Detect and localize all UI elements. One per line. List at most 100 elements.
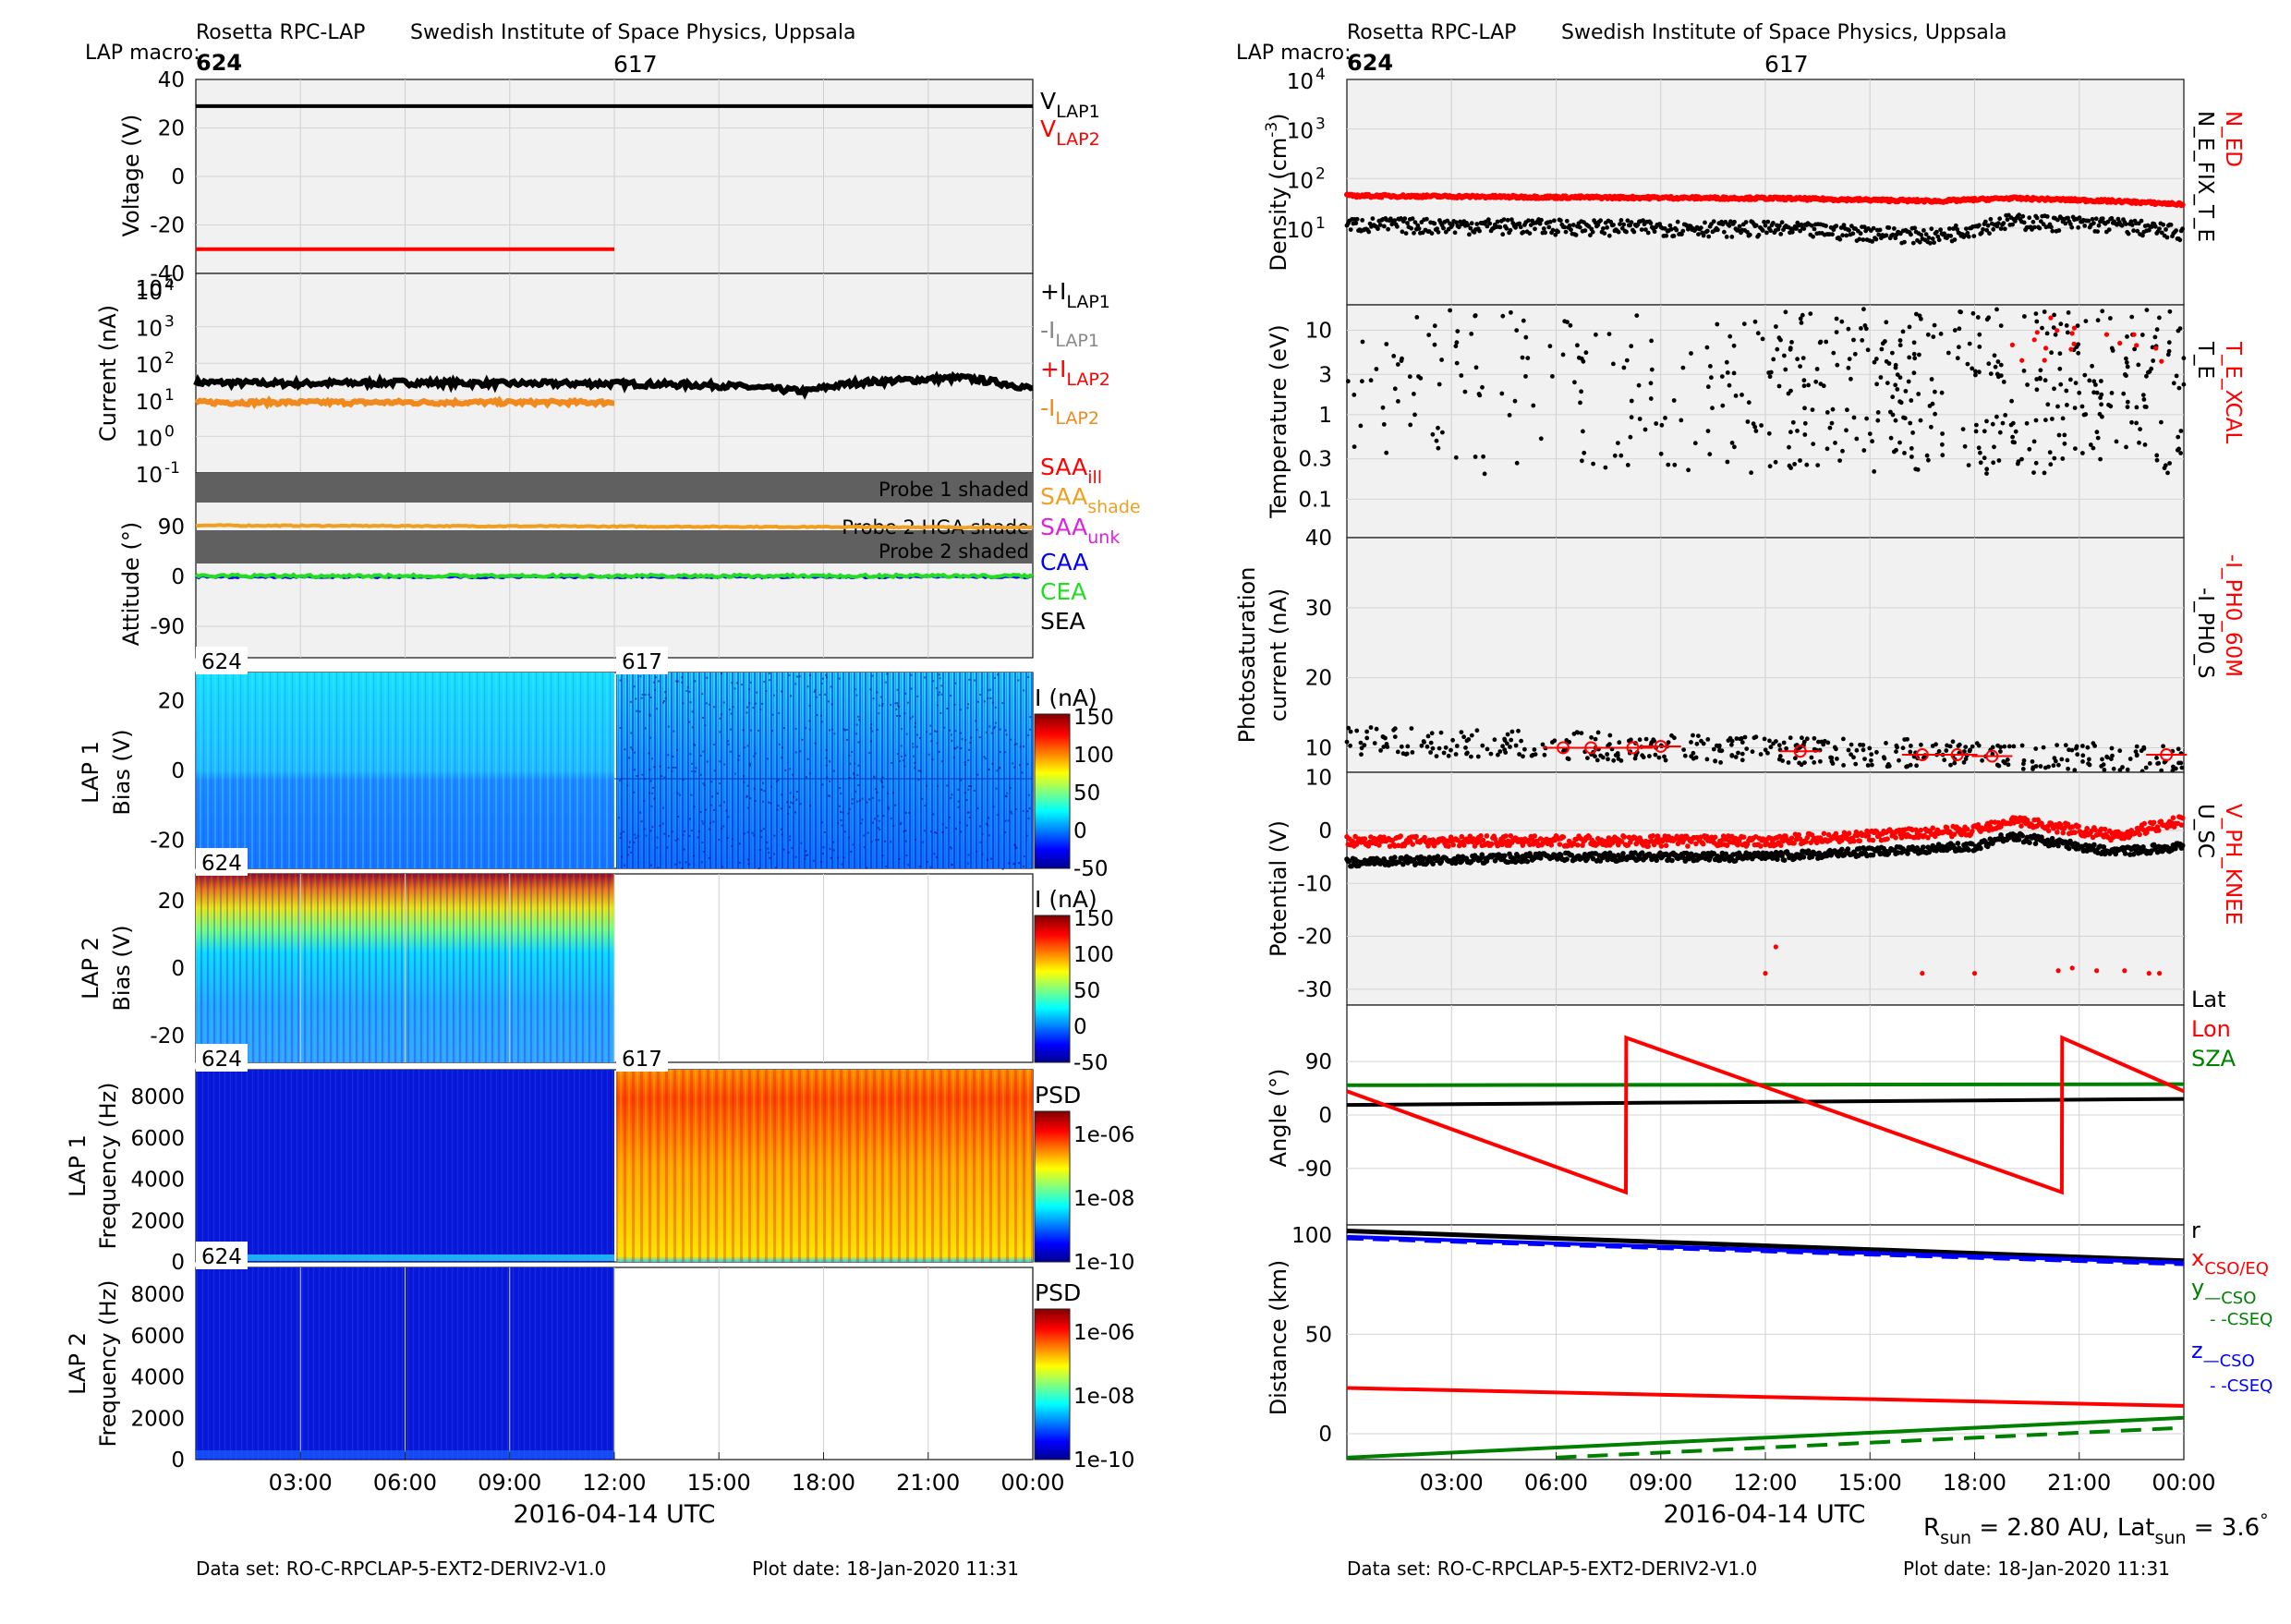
temperature-point-black bbox=[1911, 351, 1917, 357]
temperature-point-black bbox=[2080, 451, 2085, 455]
potential-point-red bbox=[1964, 826, 1970, 832]
potential-point-red bbox=[1350, 839, 1356, 844]
potential-point-black bbox=[1558, 852, 1564, 858]
lap1-bias-label: LAP 1 bbox=[78, 741, 103, 804]
density-point-black bbox=[1987, 231, 1992, 236]
speckle bbox=[822, 846, 825, 849]
photo-point-black bbox=[1606, 757, 1610, 762]
speckle bbox=[876, 791, 879, 794]
photo-point-black bbox=[1505, 732, 1510, 737]
potential-point-red bbox=[1503, 833, 1509, 839]
photo-point-black bbox=[1565, 756, 1570, 761]
speckle bbox=[819, 714, 822, 717]
lap2-bias-tick: 0 bbox=[171, 957, 185, 981]
speckle bbox=[679, 861, 681, 864]
current-tick-label: 10 bbox=[136, 277, 163, 301]
temperature-point-black bbox=[2095, 435, 2101, 441]
lap2-freq-colorbar-title: PSD bbox=[1035, 1279, 1081, 1306]
density-point-black bbox=[1443, 229, 1449, 235]
temperature-point-black bbox=[1580, 458, 1584, 464]
density-point-black bbox=[1743, 220, 1749, 224]
temperature-point-black bbox=[2058, 321, 2064, 327]
temperature-point-black bbox=[1727, 333, 1733, 339]
temperature-point-black bbox=[1992, 444, 1996, 450]
lap2-freq-sublabel: Frequency (Hz) bbox=[95, 1280, 121, 1448]
temperature-point-black bbox=[1731, 370, 1737, 376]
speckle bbox=[939, 677, 941, 680]
speckle bbox=[787, 812, 790, 815]
photo-point-black bbox=[1600, 755, 1606, 760]
speckle bbox=[842, 728, 845, 731]
speckle bbox=[900, 823, 903, 826]
density-point-black bbox=[1518, 224, 1523, 230]
temperature-point-black bbox=[1649, 338, 1654, 344]
speckle bbox=[1027, 675, 1030, 678]
temperature-point-black bbox=[1974, 422, 1979, 428]
speckle bbox=[849, 762, 852, 765]
lap1-bias-speckles bbox=[614, 673, 1033, 870]
potential-point-red bbox=[1833, 830, 1839, 837]
speckle bbox=[907, 864, 910, 867]
speckle bbox=[894, 804, 897, 806]
temperature-point-black bbox=[1932, 322, 1937, 328]
temperature-point-black bbox=[1741, 321, 1747, 326]
photo-point-black bbox=[1767, 738, 1772, 744]
speckle bbox=[863, 846, 866, 849]
temperature-point-black bbox=[1642, 427, 1648, 432]
speckle bbox=[924, 805, 927, 807]
temperature-point-black bbox=[1360, 339, 1365, 345]
temperature-point-black bbox=[2068, 377, 2073, 382]
photo-point-black bbox=[1869, 757, 1873, 763]
density-point-black bbox=[2044, 214, 2050, 219]
photo-point-black bbox=[1593, 736, 1598, 742]
speckle bbox=[968, 748, 970, 751]
speckle bbox=[841, 824, 843, 827]
temperature-point-black bbox=[2074, 345, 2079, 349]
temperature-point-black bbox=[1707, 452, 1713, 457]
photo-point-black bbox=[1605, 752, 1610, 757]
temperature-point-black bbox=[1890, 412, 1896, 418]
speckle bbox=[639, 811, 642, 814]
speckle bbox=[917, 770, 920, 772]
speckle bbox=[998, 767, 1000, 770]
density-point-black bbox=[2021, 220, 2027, 225]
density-point-black bbox=[1756, 232, 1762, 237]
temperature-point-black bbox=[1798, 364, 1802, 369]
speckle bbox=[941, 823, 944, 826]
potential-point-black bbox=[2032, 841, 2039, 847]
right-institute-title: Swedish Institute of Space Physics, Upps… bbox=[1561, 21, 2006, 44]
potential-point-red bbox=[1912, 834, 1918, 841]
speckle bbox=[867, 831, 869, 834]
speckle bbox=[993, 727, 995, 730]
speckle bbox=[721, 713, 723, 716]
density-point-black bbox=[1631, 229, 1637, 235]
speckle bbox=[890, 704, 892, 706]
photo-point-black bbox=[1446, 753, 1451, 758]
photo-point-black bbox=[1963, 757, 1969, 761]
temperature-point-black bbox=[1846, 365, 1851, 370]
temperature-point-black bbox=[1358, 423, 1364, 429]
speckle bbox=[837, 856, 840, 859]
speckle bbox=[1013, 863, 1016, 866]
potential-point-red bbox=[1448, 834, 1454, 840]
potential-point-black bbox=[1502, 853, 1508, 859]
temperature-point-black bbox=[1908, 420, 1913, 426]
temperature-point-black bbox=[1884, 320, 1889, 325]
density-point-black bbox=[1395, 224, 1400, 229]
speckle bbox=[974, 679, 976, 682]
temperature-point-black bbox=[1897, 399, 1903, 405]
temperature-point-black bbox=[1802, 432, 1808, 437]
potential-point-red bbox=[2137, 831, 2142, 838]
photo-point-black bbox=[1762, 736, 1767, 742]
photo-point-black bbox=[1689, 754, 1694, 759]
density-point-black bbox=[2168, 223, 2174, 227]
temperature-point-black bbox=[1766, 430, 1772, 436]
photo-tick-label: 40 bbox=[1305, 527, 1332, 551]
speckle bbox=[900, 745, 903, 747]
temperature-point-black bbox=[1407, 374, 1412, 380]
density-point-black bbox=[1951, 226, 1956, 231]
speckle bbox=[782, 746, 783, 749]
speckle bbox=[1023, 745, 1024, 748]
potential-tick-label: -30 bbox=[1297, 978, 1332, 1002]
footer-dataset: Data set: RO-C-RPCLAP-5-EXT2-DERIV2-V1.0 bbox=[1347, 1557, 1757, 1580]
